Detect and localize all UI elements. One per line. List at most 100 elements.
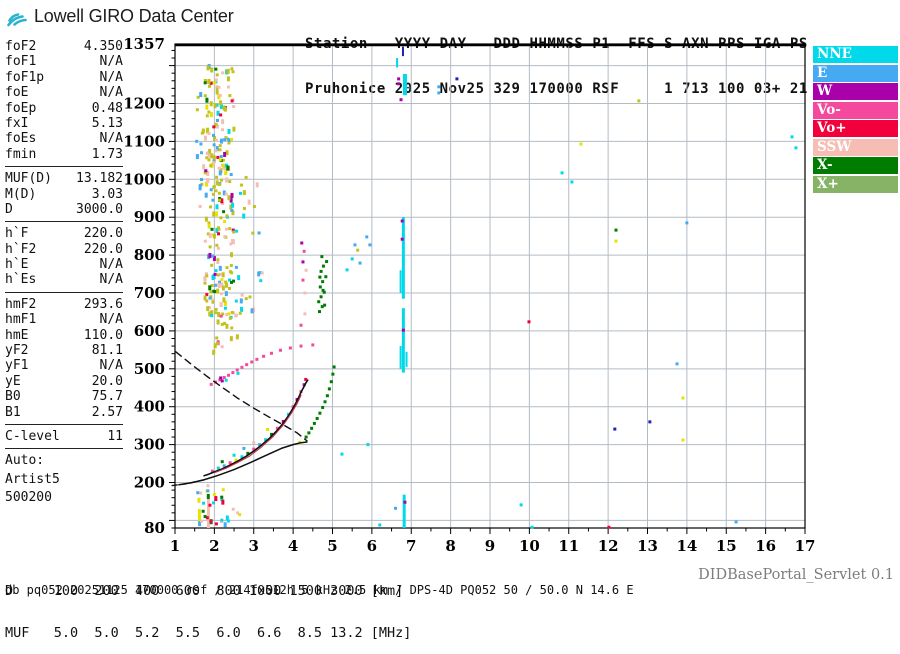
echo-dot	[231, 507, 235, 511]
echo-dot	[213, 343, 217, 349]
y-tick-label: 800	[134, 246, 165, 264]
sparse-dots-dot	[648, 420, 652, 424]
echo-dot	[219, 314, 223, 318]
echo-dot	[215, 103, 219, 107]
param-value: N/A	[99, 54, 123, 70]
echo-dot	[203, 276, 207, 282]
echo-dot	[220, 282, 224, 286]
echo-dot	[195, 108, 199, 112]
echo-dot	[216, 288, 220, 294]
echo-dot	[218, 170, 222, 176]
echo-dot	[230, 67, 234, 71]
echo-dot	[215, 91, 219, 95]
echo-dot	[228, 180, 232, 184]
echo-dot	[222, 163, 226, 169]
echo-dot	[196, 491, 200, 495]
echo-dot	[200, 519, 204, 523]
f2-spread-dots-dot	[356, 248, 360, 252]
legend-item-ssw: SSW	[813, 138, 898, 156]
f-trace-echoes-dot	[232, 453, 236, 457]
echo-dot	[223, 321, 227, 325]
echo-dot	[204, 272, 208, 276]
echo-dot	[209, 519, 213, 523]
echo-dot	[198, 521, 202, 527]
echo-dot	[216, 155, 220, 159]
echo-dot	[230, 271, 234, 275]
y-tick-label: 400	[134, 398, 165, 416]
echo-dot	[212, 125, 216, 129]
echo-dot	[215, 211, 219, 217]
echo-dot	[207, 110, 211, 114]
param-divider	[5, 291, 123, 293]
echo-dot	[212, 233, 216, 239]
oblique-echo-diagonal-dot	[288, 346, 292, 350]
echo-dot	[228, 94, 232, 98]
echo-dot	[223, 306, 227, 310]
y-tick-label: 300	[134, 436, 165, 454]
echo-dot	[219, 216, 223, 220]
echo-dot	[229, 204, 233, 210]
interference-streak	[396, 58, 399, 68]
x-mode-spread-dot	[320, 255, 324, 259]
x-tick-label: 8	[445, 537, 455, 555]
echo-dot	[230, 326, 234, 330]
echo-dot	[244, 297, 248, 301]
legend-item-vo: Vo-	[813, 101, 898, 119]
parameter-panel: foF2 4.350 foF1 N/A foF1p N/A foE N/A foEp 0.48 fx…	[5, 39, 123, 507]
echo-dot	[214, 122, 218, 128]
echo-dot	[227, 195, 231, 201]
echo-dot	[201, 509, 205, 513]
echo-dot	[212, 211, 216, 217]
f-trace-echoes-dot	[252, 441, 256, 445]
x-mode-spread-dot	[318, 275, 322, 279]
echo-dot	[239, 298, 243, 304]
echo-dot	[247, 199, 251, 205]
oblique-echo-diagonal-dot	[224, 378, 228, 382]
echo-dot	[220, 138, 224, 144]
interference-streak	[401, 46, 404, 57]
echo-dot	[205, 156, 209, 160]
f-trace-echoes-dot	[234, 458, 238, 462]
echo-dot	[225, 266, 229, 270]
echo-dot	[219, 302, 223, 308]
param-row: foEp 0.48	[5, 101, 123, 116]
param-value: 293.6	[83, 296, 123, 312]
echo-dot	[213, 136, 217, 142]
echo-dot	[215, 73, 219, 77]
echo-dot	[206, 493, 210, 499]
echo-dot	[207, 154, 211, 158]
f-trace-echoes-dot	[264, 438, 268, 442]
echo-dot	[212, 143, 216, 147]
x-mode-spread-dot	[318, 285, 322, 289]
param-row: foEs N/A	[5, 131, 123, 146]
interference-specks-dot	[394, 506, 397, 510]
echo-dot	[209, 101, 213, 107]
echo-dot	[216, 119, 220, 123]
echo-dot	[205, 181, 209, 187]
x-mode-trace-dot	[323, 400, 327, 404]
sparse-dots-dot	[614, 239, 618, 243]
echo-dot	[235, 334, 239, 340]
echo-dot	[259, 271, 263, 275]
y-tick-label: 1100	[123, 132, 165, 150]
echo-dot	[209, 164, 213, 168]
oblique-echo-diagonal-dot	[269, 351, 273, 355]
echo-dot	[209, 188, 213, 192]
echo-dot	[227, 141, 231, 145]
echo-dot	[214, 307, 218, 311]
oblique-echo-diagonal-dot	[250, 360, 254, 364]
footer-info: db pq052 20251125 170000.rsf / 214fx512h…	[5, 583, 634, 597]
legend-item-x: X+	[813, 175, 898, 193]
echo-dot	[255, 182, 259, 188]
interference-specks-dot	[397, 77, 401, 81]
oblique-echo-diagonal-dot	[222, 376, 226, 380]
param-value: N/A	[99, 272, 123, 288]
echo-dot	[240, 183, 244, 187]
echo-dot	[242, 190, 246, 196]
interference-specks-dot	[400, 237, 404, 241]
echo-dot	[232, 230, 236, 234]
oblique-echo-diagonal-dot	[245, 363, 249, 367]
echo-dot	[215, 204, 219, 210]
echo-dot	[230, 310, 234, 314]
echo-dot	[221, 201, 225, 205]
